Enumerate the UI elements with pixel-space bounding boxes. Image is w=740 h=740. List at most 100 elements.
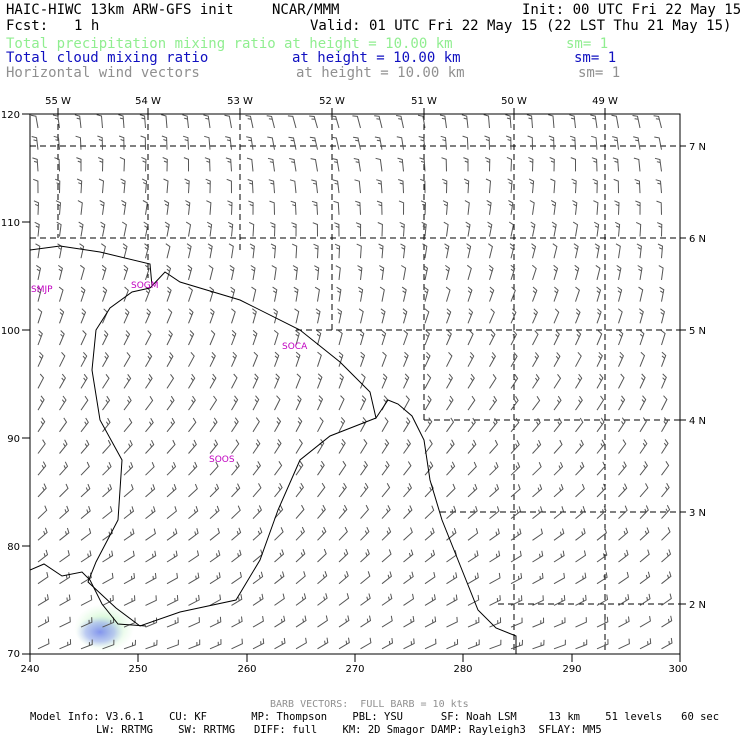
- wind-barb: [102, 639, 115, 650]
- wind-barb: [252, 373, 259, 389]
- wind-barb: [336, 286, 342, 302]
- wind-barb: [639, 527, 650, 541]
- wind-barb: [295, 439, 303, 454]
- wind-barb: [508, 200, 514, 215]
- wind-barb: [381, 505, 391, 519]
- wind-barb: [403, 330, 409, 346]
- station-soos: SOOS: [209, 455, 235, 465]
- wind-barb: [532, 595, 544, 606]
- wind-barb: [145, 439, 155, 454]
- wind-barb: [123, 395, 132, 411]
- wind-barb: [360, 417, 367, 433]
- wind-barb: [224, 114, 232, 129]
- wind-barb: [445, 286, 451, 302]
- wind-barb: [374, 115, 383, 129]
- wind-barb: [317, 460, 325, 476]
- wind-barb: [358, 308, 364, 324]
- wind-barb: [639, 395, 647, 411]
- wind-barb: [188, 461, 198, 476]
- wind-barb: [123, 417, 133, 433]
- wind-barb: [166, 286, 172, 302]
- wind-barb: [293, 286, 299, 302]
- wind-barb: [317, 593, 328, 606]
- wind-barb: [101, 264, 107, 281]
- wind-barb: [661, 637, 673, 650]
- wind-barb: [252, 417, 260, 433]
- wind-barb: [489, 617, 502, 628]
- wind-barb: [532, 330, 539, 346]
- wind-barb: [593, 200, 599, 215]
- wind-barb: [403, 351, 409, 367]
- wind-barb: [660, 308, 665, 324]
- x-tick-280: 280: [453, 664, 472, 675]
- y-tick-100: 100: [1, 326, 20, 337]
- wind-barb: [661, 504, 671, 519]
- wind-barb: [188, 483, 198, 498]
- wind-barb: [360, 637, 372, 650]
- wind-barb: [510, 550, 522, 563]
- x-tick-260: 260: [237, 664, 256, 675]
- wind-barb: [417, 114, 426, 129]
- wind-barb: [489, 330, 496, 346]
- wind-barb: [123, 572, 136, 585]
- wind-barb: [248, 221, 255, 237]
- wind-barb: [467, 351, 475, 367]
- barb-legend: BARB VECTORS: FULL BARB = 10 kts: [270, 699, 469, 710]
- wind-barb: [287, 115, 297, 129]
- wind-barb: [360, 549, 370, 563]
- wind-barb: [486, 200, 492, 215]
- wind-barb: [379, 265, 385, 280]
- wind-barb: [227, 200, 233, 215]
- wind-barb: [532, 528, 543, 541]
- wind-barb: [270, 243, 277, 259]
- wind-barb: [59, 373, 67, 389]
- wind-barb: [575, 308, 581, 324]
- wind-barb: [161, 135, 168, 150]
- wind-barb: [633, 157, 641, 172]
- wind-barb: [397, 157, 404, 172]
- wind-barb: [403, 616, 415, 628]
- wind-barb: [80, 264, 85, 281]
- wind-barb: [250, 265, 256, 280]
- wind-barb: [489, 286, 495, 302]
- wind-barb: [439, 114, 447, 129]
- wind-barb: [145, 639, 158, 650]
- wind-barb: [575, 439, 584, 454]
- wind-barb: [268, 179, 275, 194]
- wind-barb: [289, 179, 297, 194]
- wind-barb: [444, 243, 450, 259]
- wind-barb: [360, 395, 367, 411]
- wind-barb: [614, 221, 621, 237]
- wind-barb: [295, 593, 307, 606]
- wind-barb: [33, 178, 39, 194]
- wind-barb: [313, 243, 319, 259]
- wind-barb: [37, 461, 47, 476]
- wind-barb: [489, 352, 497, 367]
- wind-barb: [655, 179, 662, 194]
- wind-barb: [381, 461, 390, 476]
- wind-barb: [660, 330, 666, 346]
- wind-barb: [252, 461, 262, 476]
- wind-barb: [98, 157, 104, 172]
- wind-barb: [403, 593, 415, 606]
- wind-barb: [529, 200, 535, 215]
- wind-barb: [274, 461, 283, 476]
- wind-barb: [618, 395, 626, 411]
- wind-barb: [252, 395, 260, 411]
- wind-barb: [424, 638, 437, 650]
- wind-barb: [465, 221, 471, 237]
- fcst-label: Fcst:: [6, 18, 49, 34]
- wind-barb: [102, 461, 112, 476]
- wind-barb: [532, 484, 543, 498]
- wind-barb: [204, 157, 211, 172]
- x-tick-240: 240: [20, 664, 39, 675]
- wind-barb: [247, 179, 254, 194]
- wind-barb: [553, 395, 562, 411]
- wind-barb: [489, 506, 500, 519]
- wind-barb: [102, 550, 114, 563]
- wind-barb: [381, 549, 392, 563]
- wind-barb: [376, 200, 383, 215]
- wind-barb: [295, 351, 301, 367]
- init-time: Init: 00 UTC Fri 22 May 15: [522, 2, 740, 18]
- wind-barb: [274, 439, 282, 454]
